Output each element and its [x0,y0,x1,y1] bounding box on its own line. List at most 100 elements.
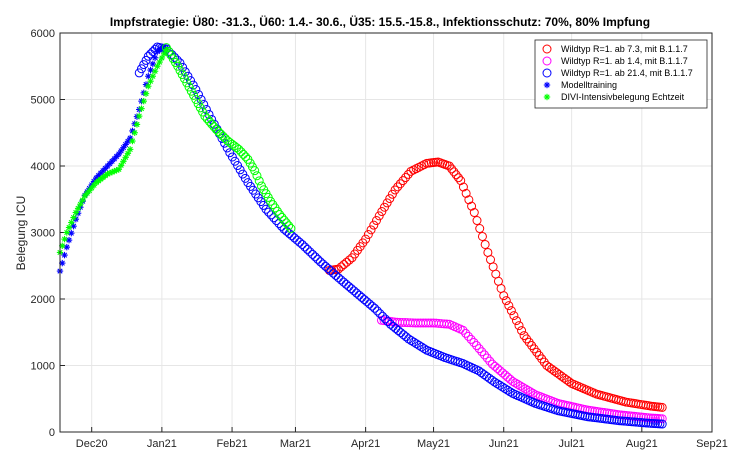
data-point [514,321,524,331]
data-point [374,211,384,221]
legend-marker [542,56,552,66]
data-point [352,288,362,298]
data-point [229,141,239,151]
data-point [380,314,390,324]
data-point [639,418,649,428]
data-point [310,252,320,262]
data-point [328,268,338,278]
data-point [300,242,310,252]
data-point [279,215,289,225]
data-point [104,170,111,178]
data-point [136,112,143,120]
data-point [390,185,400,195]
data-point [72,209,80,216]
data-point [506,306,516,316]
data-point [65,224,73,231]
data-point [227,152,237,162]
data-point [143,51,153,61]
data-point [634,417,644,427]
data-point [286,224,296,234]
data-point [305,247,315,257]
y-tick-label: 2000 [31,294,55,306]
data-point [141,55,151,65]
data-point [346,284,356,294]
data-point [657,419,667,429]
data-point [361,234,371,244]
data-point [495,380,505,390]
data-point [236,147,246,157]
data-point [126,146,134,153]
x-tick-label: May21 [417,438,450,450]
data-point [318,259,328,269]
data-point [279,224,289,234]
data-point [414,340,424,350]
data-point [160,50,168,57]
data-point [480,239,490,249]
data-point [492,379,502,389]
x-tick-label: Feb21 [216,438,247,450]
data-point [366,225,376,235]
data-point [404,334,414,344]
data-point [149,73,157,80]
data-point [461,328,471,338]
data-point [137,64,146,74]
data-point [225,137,235,147]
data-point [369,220,379,230]
data-point [227,139,237,149]
data-point [503,385,513,395]
data-point [234,144,244,154]
data-point [120,158,127,165]
data-point [238,149,248,159]
x-tick-label: Mar21 [280,438,311,450]
data-point [641,418,651,428]
x-tick-label: Jun21 [489,438,519,450]
data-point [209,122,219,132]
data-point [564,377,574,387]
data-point [359,295,369,305]
y-tick-label: 1000 [31,361,55,373]
data-point [147,66,154,74]
data-point [453,173,463,183]
legend-marker [542,68,552,78]
data-point [417,342,427,352]
data-point [331,270,341,280]
legend-label: Wildtyp R=1. ab 1.4, mit B.1.1.7 [561,56,688,66]
x-tick-label: Dec20 [76,438,108,450]
series-divi-intensivbelegung-echtzeit [56,46,170,256]
data-point [636,418,646,428]
data-point [151,68,159,75]
data-point [406,336,416,346]
data-point [189,90,199,100]
legend-marker [542,44,552,54]
data-point [509,311,519,321]
data-point [200,111,210,121]
data-point [411,339,421,349]
series-wildtyp-r-1-ab-21-4-mit-b-1-1-7 [134,42,667,429]
data-point [451,170,461,180]
data-point [59,259,66,267]
data-point [464,195,474,205]
data-point [147,78,154,85]
data-point [180,67,190,77]
data-point [515,381,525,391]
data-point [485,356,495,366]
data-point [151,54,159,61]
data-point [207,119,217,129]
data-point [333,273,343,283]
data-point [477,231,487,241]
data-point [508,376,518,386]
data-point [68,229,75,237]
data-point [213,127,223,137]
data-point [375,309,385,319]
legend-marker [543,81,551,89]
data-point [70,214,77,221]
data-point [211,124,221,134]
data-point [198,107,208,117]
data-point [461,188,471,198]
data-point [463,331,473,341]
data-point [377,207,387,217]
data-point [513,379,523,389]
data-point [134,68,144,78]
data-point [479,350,489,360]
data-point [523,385,533,395]
